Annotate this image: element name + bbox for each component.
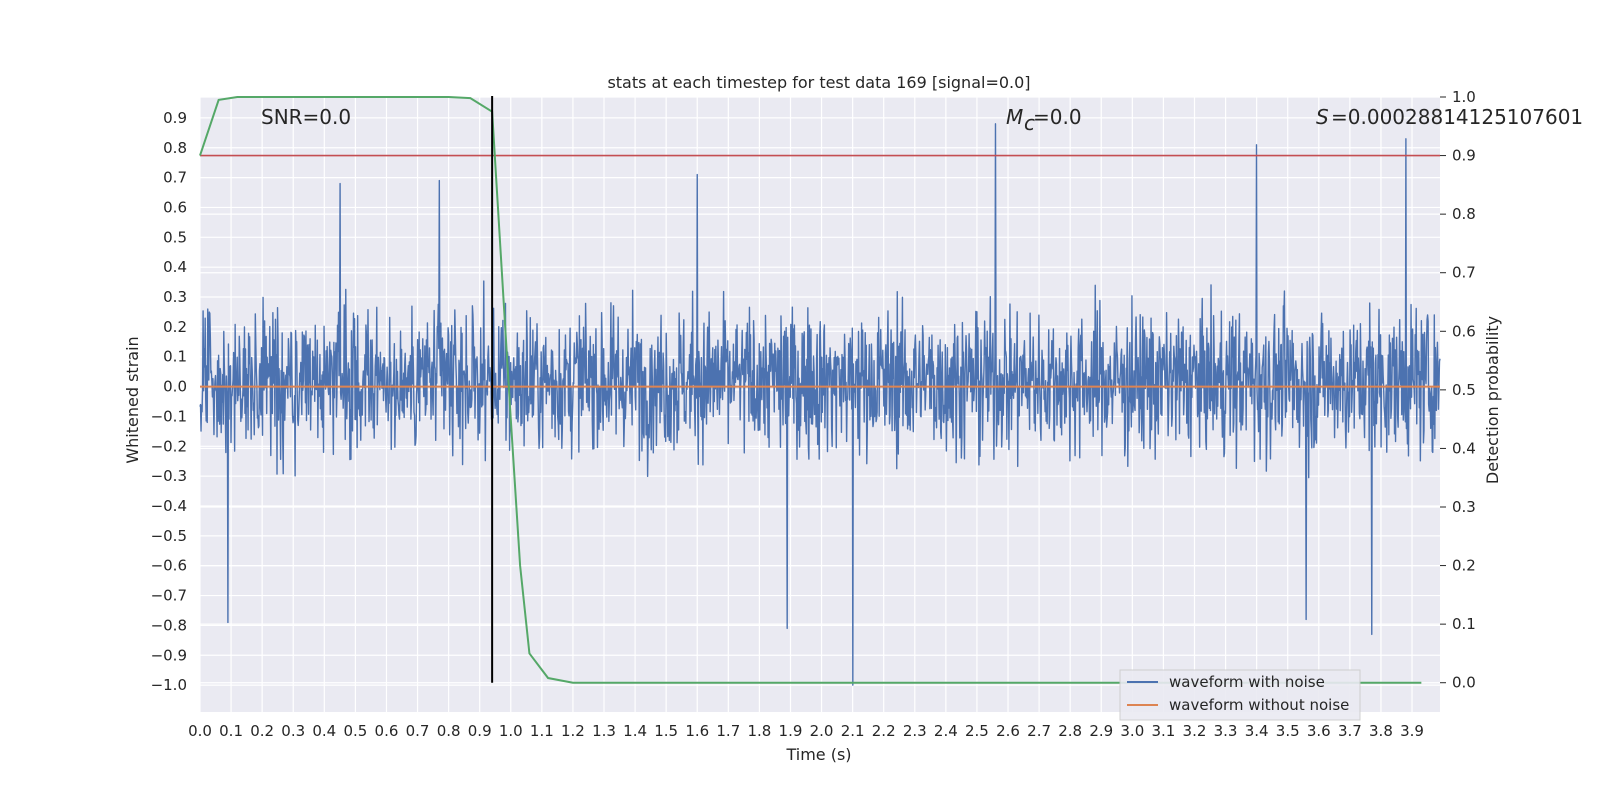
x-tick-label: 0.0 — [188, 722, 212, 740]
x-tick-label: 1.6 — [685, 722, 709, 740]
x-tick-label: 0.9 — [468, 722, 492, 740]
x-tick-label: 1.8 — [747, 722, 771, 740]
y-tick-label: −0.3 — [151, 467, 187, 485]
y-tick-label: 0.9 — [163, 109, 187, 127]
x-tick-label: 1.1 — [530, 722, 554, 740]
x-tick-label: 2.3 — [903, 722, 927, 740]
x-tick-label: 2.8 — [1058, 722, 1082, 740]
x-tick-label: 2.5 — [965, 722, 989, 740]
x-tick-label: 3.6 — [1307, 722, 1331, 740]
x-tick-label: 3.7 — [1338, 722, 1362, 740]
y2-tick-label: 0.6 — [1452, 322, 1476, 340]
legend-label-noise: waveform with noise — [1169, 673, 1325, 691]
x-tick-label: 0.4 — [312, 722, 336, 740]
y2-tick-label: 0.5 — [1452, 381, 1476, 399]
y-tick-label: −0.6 — [151, 557, 187, 575]
chirp-mass-symbol: M — [1006, 105, 1023, 129]
x-tick-label: 2.7 — [1027, 722, 1051, 740]
legend: waveform with noise waveform without noi… — [1119, 669, 1361, 721]
y-tick-label: 0.7 — [163, 169, 187, 187]
x-tick-label: 3.0 — [1120, 722, 1144, 740]
y2-tick-label: 0.8 — [1452, 205, 1476, 223]
x-tick-label: 3.8 — [1369, 722, 1393, 740]
x-tick-label: 3.2 — [1183, 722, 1207, 740]
x-tick-label: 1.5 — [654, 722, 678, 740]
s-value: =0.00028814125107601 — [1331, 105, 1583, 129]
chart-title: stats at each timestep for test data 169… — [607, 73, 1030, 92]
x-tick-label: 2.9 — [1089, 722, 1113, 740]
y-tick-label: −0.8 — [151, 616, 187, 634]
x-tick-label: 1.2 — [561, 722, 585, 740]
x-tick-label: 3.9 — [1400, 722, 1424, 740]
y-axis-label: Whitened strain — [123, 336, 142, 463]
y2-tick-label: 0.4 — [1452, 439, 1476, 457]
x-tick-label: 2.4 — [934, 722, 958, 740]
x-tick-label: 2.1 — [841, 722, 865, 740]
chirp-mass-value: =0.0 — [1033, 105, 1082, 129]
chirp-mass-subscript: c — [1024, 111, 1035, 135]
x-tick-label: 1.4 — [623, 722, 647, 740]
x-axis-ticks: 0.0 0.1 0.2 0.3 0.4 0.5 0.6 0.7 0.8 0.9 1.0 1.1 1.2 1… — [188, 722, 1424, 740]
x-tick-label: 1.7 — [716, 722, 740, 740]
y2-tick-label: 0.0 — [1452, 674, 1476, 692]
x-tick-label: 2.0 — [810, 722, 834, 740]
y-tick-label: −0.5 — [151, 527, 187, 545]
y2-tick-label: 0.2 — [1452, 557, 1476, 575]
y-tick-label: 0.1 — [163, 348, 187, 366]
s-annotation: S =0.00028814125107601 — [1316, 105, 1583, 129]
y2-tick-label: 0.3 — [1452, 498, 1476, 516]
y2-tick-label: 1.0 — [1452, 88, 1476, 106]
x-tick-label: 0.6 — [375, 722, 399, 740]
x-tick-label: 3.4 — [1245, 722, 1269, 740]
y2-axis-label: Detection probability — [1483, 316, 1502, 484]
x-tick-label: 0.3 — [281, 722, 305, 740]
x-tick-label: 2.6 — [996, 722, 1020, 740]
y-tick-label: −0.4 — [151, 497, 187, 515]
y-tick-label: 0.4 — [163, 258, 187, 276]
series-waveform-with-noise — [199, 123, 1441, 686]
y-axis-ticks: 0.9 0.8 0.7 0.6 0.5 0.4 0.3 0.2 0.1 0.0 −0.1 −0.2 −0… — [151, 109, 187, 694]
snr-annotation: SNR=0.0 — [261, 105, 351, 129]
legend-box — [1119, 669, 1361, 721]
y-tick-label: 0.6 — [163, 198, 187, 216]
x-tick-label: 1.9 — [779, 722, 803, 740]
x-tick-label: 0.5 — [343, 722, 367, 740]
y2-axis-ticks: 1.0 0.9 0.8 0.7 0.6 0.5 0.4 0.3 0.2 0.1 0.0 — [1440, 88, 1476, 692]
y2-tick-label: 0.1 — [1452, 615, 1476, 633]
detection-probability-line — [199, 96, 1422, 684]
y-tick-label: 0.8 — [163, 139, 187, 157]
y-tick-label: 0.5 — [163, 228, 187, 246]
y-tick-label: −1.0 — [151, 676, 187, 694]
x-tick-label: 0.7 — [406, 722, 430, 740]
x-tick-label: 2.2 — [872, 722, 896, 740]
y-tick-label: 0.2 — [163, 318, 187, 336]
y-tick-label: −0.2 — [151, 437, 187, 455]
y2-tick-label: 0.7 — [1452, 264, 1476, 282]
x-tick-label: 0.1 — [219, 722, 243, 740]
x-tick-label: 1.3 — [592, 722, 616, 740]
x-tick-label: 0.8 — [437, 722, 461, 740]
y-tick-label: −0.1 — [151, 407, 187, 425]
y-tick-label: 0.3 — [163, 288, 187, 306]
overlay-lines — [199, 96, 1440, 684]
y2-tick-label: 0.9 — [1452, 147, 1476, 165]
x-tick-label: 1.0 — [499, 722, 523, 740]
x-tick-label: 3.3 — [1214, 722, 1238, 740]
legend-label-clean: waveform without noise — [1169, 696, 1349, 714]
x-tick-label: 0.2 — [250, 722, 274, 740]
y-tick-label: −0.9 — [151, 646, 187, 664]
x-tick-label: 3.1 — [1151, 722, 1175, 740]
x-axis-label: Time (s) — [785, 745, 851, 764]
y-tick-label: −0.7 — [151, 587, 187, 605]
x-tick-label: 3.5 — [1276, 722, 1300, 740]
y-tick-label: 0.0 — [163, 378, 187, 396]
chirp-mass-annotation: M c =0.0 — [1006, 105, 1082, 135]
noise-waveform-line — [199, 123, 1441, 686]
s-symbol: S — [1316, 105, 1329, 129]
